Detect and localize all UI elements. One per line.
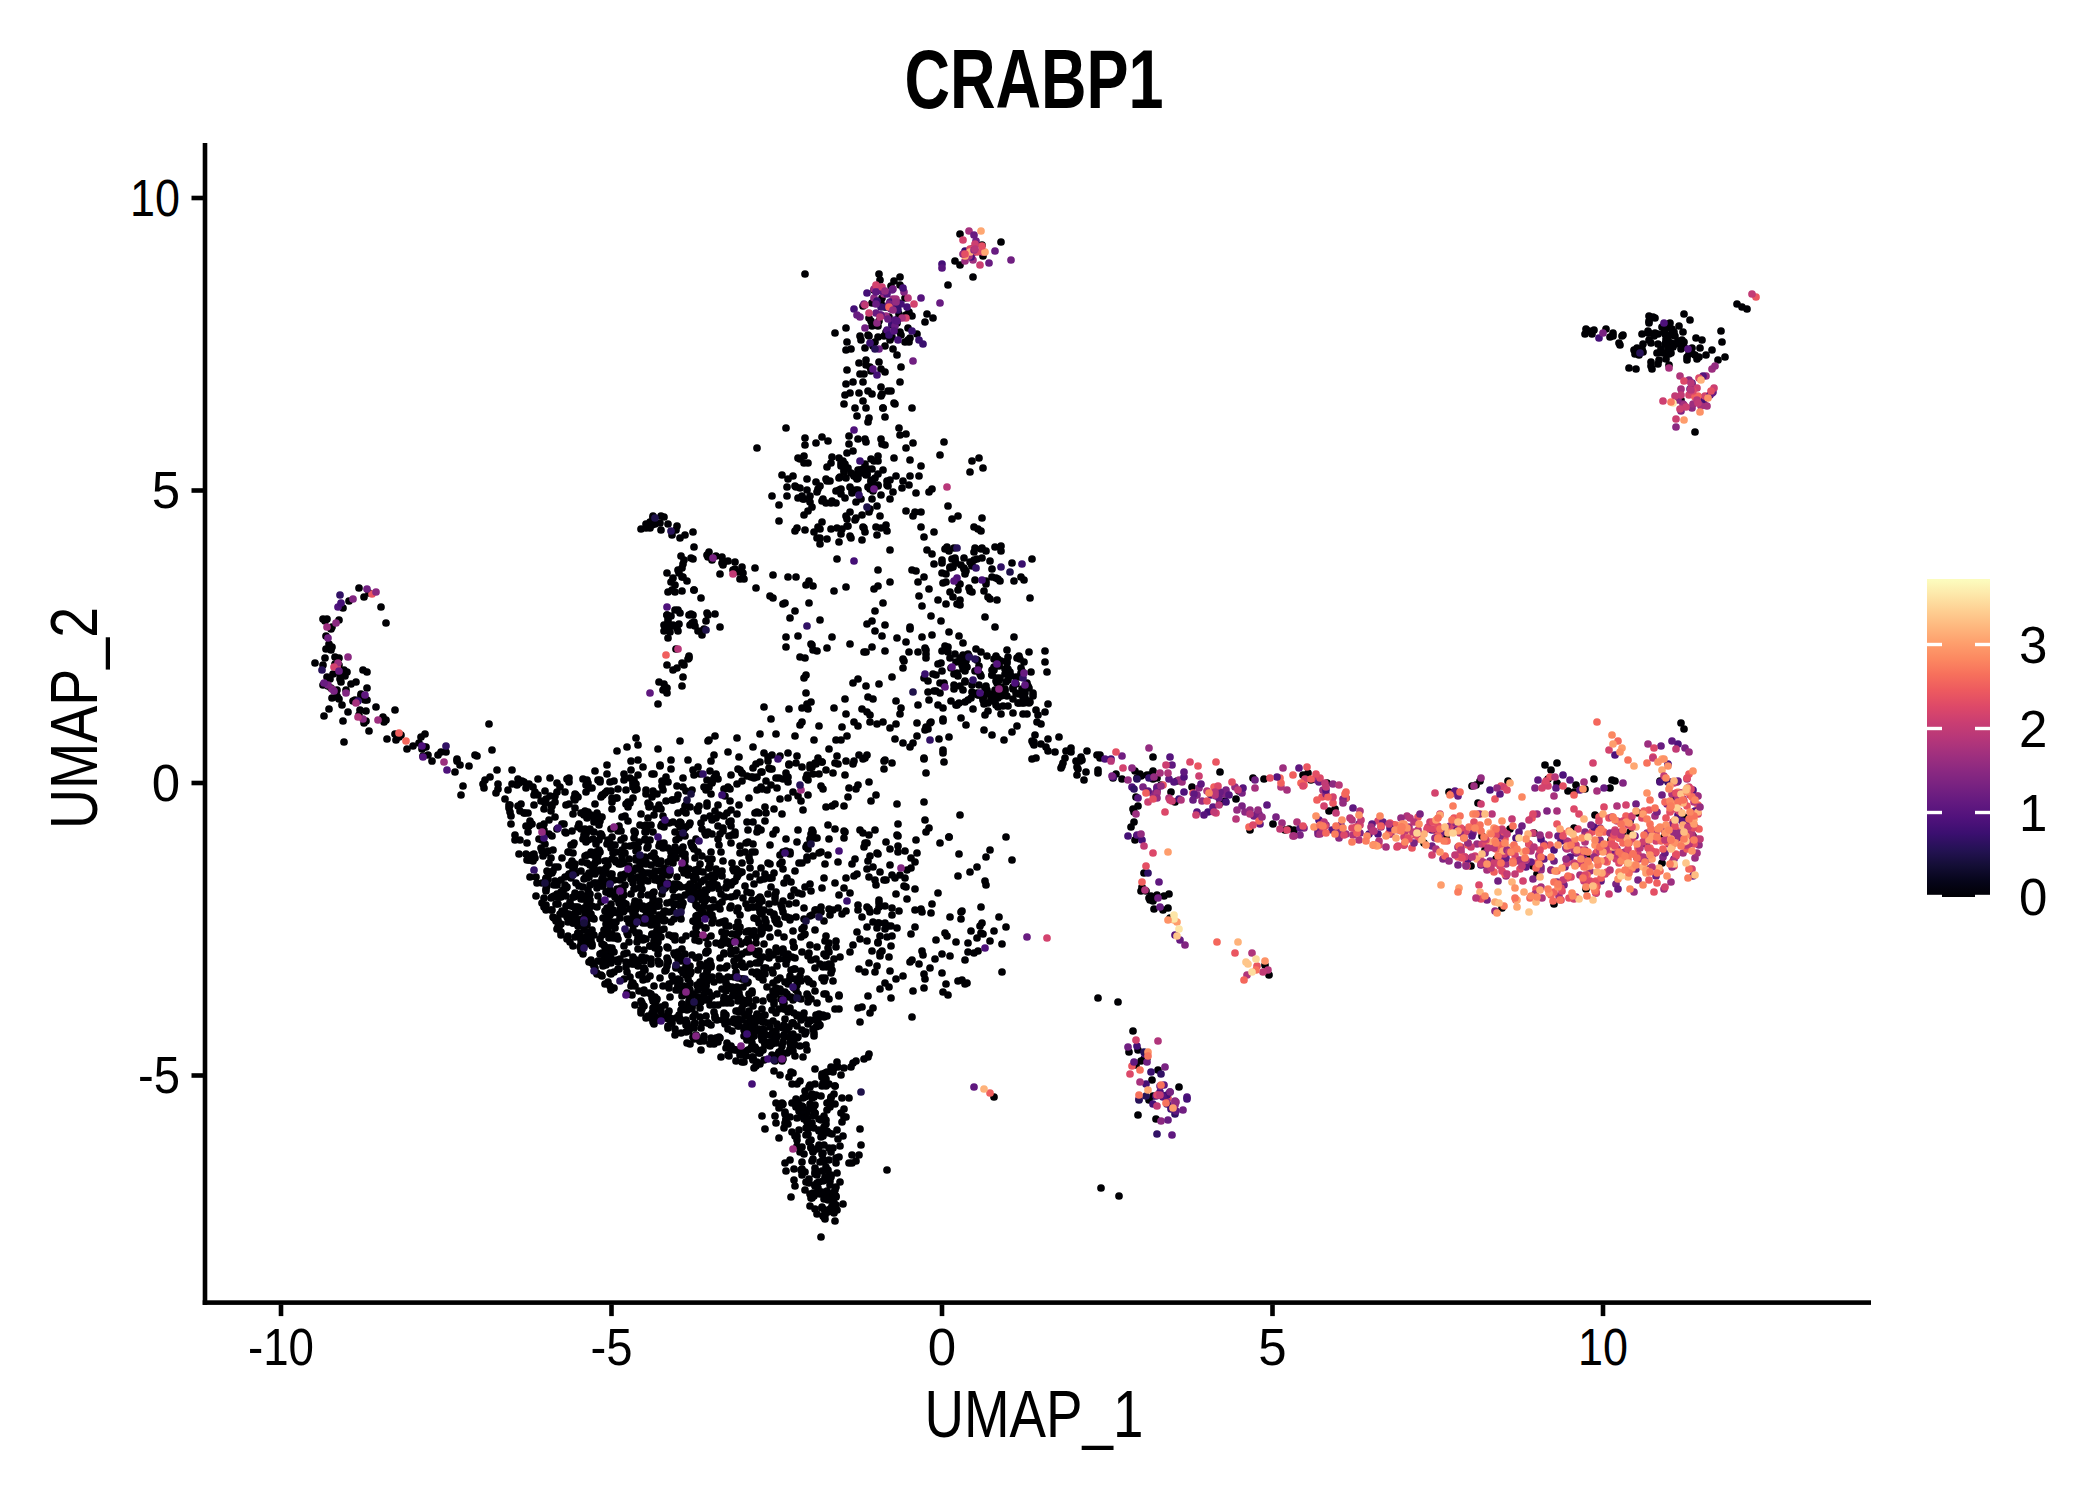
svg-text:-5: -5 (138, 1047, 180, 1104)
svg-text:CRABP1: CRABP1 (905, 32, 1164, 126)
svg-text:2: 2 (2019, 701, 2047, 758)
svg-text:5: 5 (1258, 1319, 1286, 1376)
svg-text:0: 0 (2019, 869, 2047, 926)
svg-text:5: 5 (152, 462, 180, 519)
svg-text:0: 0 (928, 1319, 956, 1376)
svg-text:10: 10 (1578, 1319, 1628, 1376)
svg-text:-10: -10 (248, 1319, 314, 1376)
svg-text:UMAP_1: UMAP_1 (925, 1377, 1144, 1451)
svg-text:UMAP_2: UMAP_2 (37, 607, 111, 829)
svg-text:1: 1 (2019, 785, 2047, 842)
svg-text:-5: -5 (591, 1319, 633, 1376)
svg-text:3: 3 (2019, 617, 2047, 674)
svg-text:10: 10 (130, 170, 180, 227)
svg-text:0: 0 (152, 755, 180, 812)
